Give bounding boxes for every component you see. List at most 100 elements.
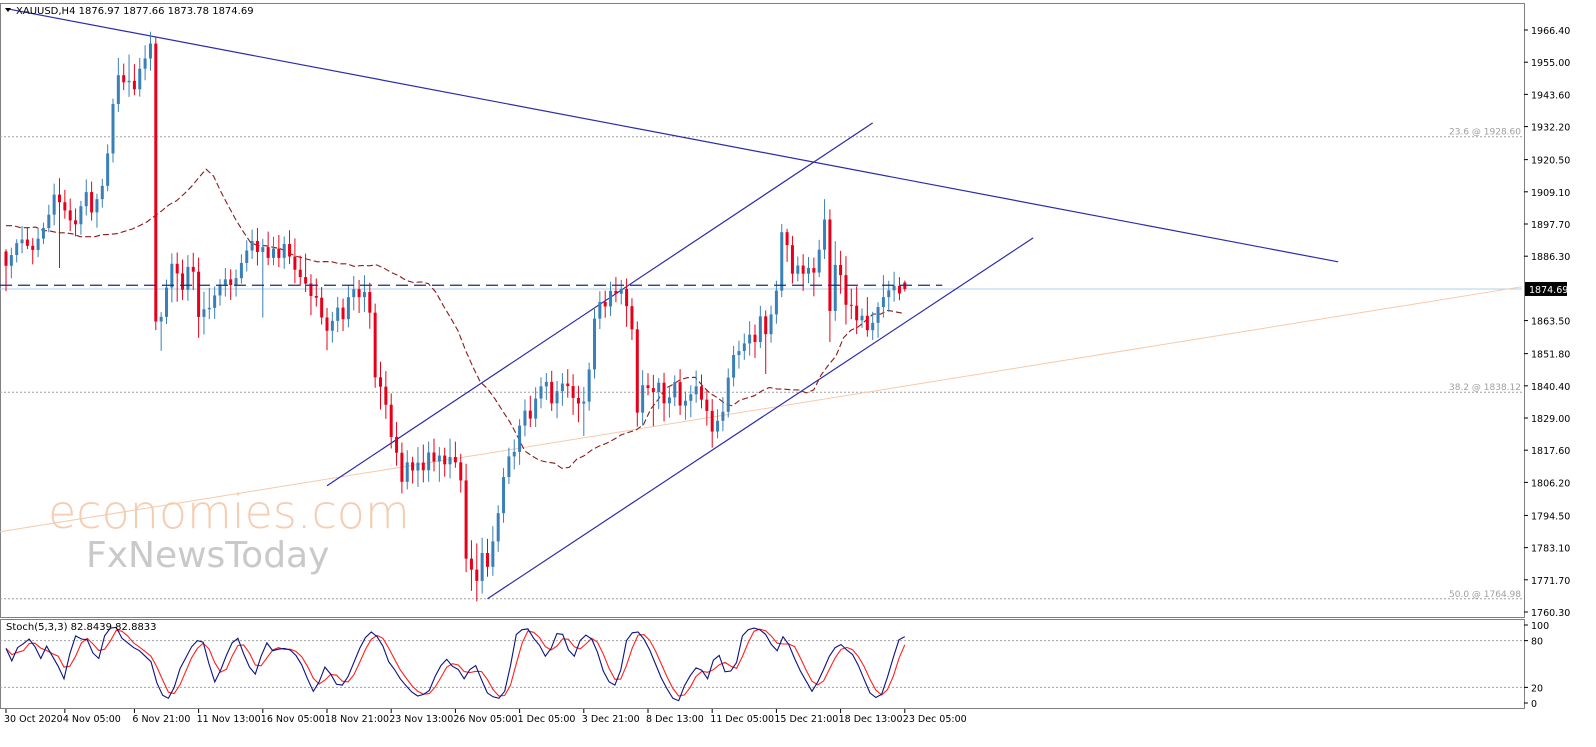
time-tick-label: 8 Dec 13:00 (646, 714, 704, 725)
time-tick-label: 15 Dec 21:00 (774, 714, 838, 725)
candle-body (362, 292, 366, 298)
candle-body (336, 307, 340, 321)
candle-body (320, 297, 324, 318)
candle-body (293, 256, 297, 270)
price-tick-label: 1794.50 (1531, 511, 1570, 522)
time-tick-label: 3 Dec 21:00 (582, 714, 640, 725)
price-tick-label: 1760.30 (1531, 608, 1570, 619)
price-tick-label: 1955.00 (1531, 58, 1570, 69)
candle-body (416, 462, 420, 471)
price-axis: 1966.40 1955.00 1943.60 1932.20 1920.50 1909.… (1524, 26, 1570, 619)
candle-body (683, 400, 687, 406)
time-tick-label: 16 Nov 05:00 (261, 714, 325, 725)
candle-body (143, 58, 147, 69)
candle-body (560, 383, 564, 392)
candle-body (304, 277, 308, 284)
candle-body (507, 456, 511, 478)
time-tick-label: 11 Dec 05:00 (710, 714, 774, 725)
candle-body (245, 250, 249, 263)
candle-body (897, 285, 901, 294)
candle-body (202, 309, 206, 317)
stoch-main-line (5, 626, 906, 702)
candle-body (405, 462, 409, 482)
candle-body (197, 271, 201, 317)
candle-body (277, 248, 281, 258)
candle-body (673, 382, 677, 398)
candle-body (298, 269, 302, 278)
candle-body (341, 307, 345, 320)
candle-body (261, 247, 265, 252)
long-term-rising-line (0, 286, 1523, 533)
time-tick-label: 6 Nov 21:00 (132, 714, 190, 725)
candle-body (282, 244, 286, 258)
candle-body (796, 265, 800, 274)
candle-body (705, 399, 709, 411)
candle-body (881, 297, 885, 308)
candle-body (52, 194, 56, 215)
symbol-dropdown-icon[interactable] (5, 8, 11, 12)
candle-body (288, 244, 292, 257)
candle-body (694, 386, 698, 395)
time-axis: 30 Oct 2020 4 Nov 05:00 6 Nov 21:00 11 Nov … (4, 709, 967, 725)
candle-body (603, 301, 607, 307)
trendlines (0, 7, 1523, 600)
candle-body (368, 292, 372, 313)
current-price-label: 1874.69 (1529, 285, 1568, 296)
price-tick-label: 1863.50 (1531, 317, 1570, 328)
candlesticks (4, 31, 907, 602)
candle-body (159, 316, 163, 322)
fib-label-50-0: 50.0 @ 1764.98 (1449, 590, 1521, 600)
candle-body (218, 284, 222, 296)
time-tick-label: 4 Nov 05:00 (63, 714, 121, 725)
candle-body (823, 219, 827, 250)
watermark-economies: economies.com (48, 485, 410, 539)
candle-body (90, 192, 94, 213)
candle-body (15, 243, 19, 256)
candle-body (566, 383, 570, 387)
candle-body (817, 249, 821, 273)
candle-body (491, 541, 495, 567)
candle-body (116, 75, 120, 104)
candle-body (384, 386, 388, 405)
falling-resistance-trendline (5, 7, 1339, 263)
candle-body (742, 343, 746, 352)
stochastic-label: Stoch(5,3,3) 82.8439 82.8833 (6, 622, 157, 633)
candle-body (95, 199, 99, 213)
candle-body (855, 305, 859, 321)
stoch-tick-label: 80 (1531, 637, 1543, 648)
candle-body (379, 377, 382, 387)
candle-body (807, 268, 810, 274)
candle-body (9, 255, 13, 266)
candle-body (833, 264, 837, 311)
candle-body (576, 397, 580, 404)
candle-body (496, 513, 500, 542)
candle-body (127, 80, 131, 83)
candle-body (582, 401, 586, 404)
candle-body (523, 410, 527, 426)
candle-body (47, 214, 51, 228)
candle-body (801, 265, 805, 274)
candle-body (678, 382, 682, 406)
candle-body (181, 273, 185, 290)
candle-body (748, 334, 752, 344)
candle-body (373, 312, 377, 378)
candle-body (609, 290, 613, 307)
price-tick-label: 1771.70 (1531, 576, 1570, 587)
candle-body (849, 304, 853, 306)
candle-body (437, 455, 441, 462)
candle-body (432, 452, 436, 462)
candle-body (106, 153, 110, 186)
candle-body (234, 278, 238, 285)
candle-body (625, 288, 629, 307)
candle-body (732, 355, 736, 378)
price-tick-label: 1966.40 (1531, 26, 1570, 37)
candle-body (657, 382, 661, 393)
candle-body (721, 411, 725, 421)
stochastic-axis: 100 80 20 0 (1524, 621, 1549, 710)
time-tick-label: 26 Nov 05:00 (453, 714, 517, 725)
candle-body (892, 285, 896, 291)
candle-body (480, 552, 484, 581)
candle-body (250, 240, 254, 251)
